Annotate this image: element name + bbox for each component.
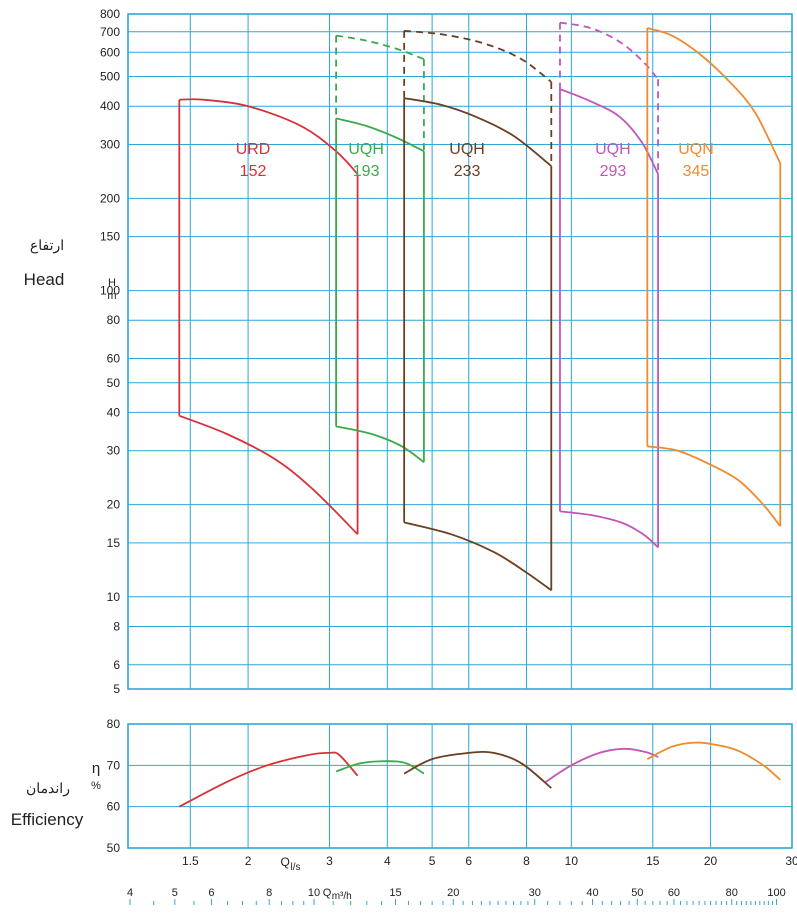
series-UQH293 [545,21,659,783]
series-label-name-UQN345: UQN [678,141,714,158]
head-curve-top-UQN345 [647,27,782,164]
series-label-number-UQN345: 345 [683,163,710,180]
x-tick-label-ls: 1.5 [182,854,199,868]
head-curve-top-UQH193 [335,117,425,153]
head-curve-bottom-UQH233 [403,521,552,592]
x-axis-unit-m3h: m³/h [332,891,352,902]
x-tick-label-ls: 8 [523,854,530,868]
x-tick-label-ls: 30 [785,854,797,868]
efficiency-curve-UQH233 [403,750,552,789]
x-tick-label-ls: 5 [429,854,436,868]
x-tick-label-m3h: 80 [726,887,738,899]
head-tick-label: 80 [107,313,121,327]
head-curve-dashed-UQH233 [404,29,552,83]
eff-tick-label: 70 [107,758,121,772]
head-curve-top-UQH293 [559,88,659,175]
head-tick-label: 5 [113,682,120,696]
x-tick-label-ls: 4 [384,854,391,868]
x-tick-label-ls: 2 [245,854,252,868]
eff-unit-percent: % [91,780,101,792]
x-tick-label-m3h: 10 [308,887,320,899]
head-tick-label: 200 [100,191,120,205]
head-label-en: Head [23,270,65,289]
head-tick-label: 30 [107,444,121,458]
head-tick-label: 300 [100,137,120,151]
head-unit-m: m [107,290,116,302]
head-curve-bottom-UQH193 [335,425,425,464]
head-curve-bottom-UQN345 [647,445,782,527]
series-UQH193 [335,34,425,775]
x-tick-label-m3h: 5 [172,887,178,899]
x-tick-label-m3h: 15 [389,887,401,899]
head-curve-dashed-UQH293 [559,21,659,80]
head-tick-label: 150 [100,230,120,244]
efficiency-label-fa: راندمان [26,780,70,796]
series-label-name-UQH193: UQH [348,141,384,158]
x-tick-label-m3h: 30 [529,887,541,899]
x-tick-label-m3h: 20 [447,887,459,899]
head-tick-label: 10 [107,590,121,604]
series-label-number-UQH193: 193 [353,163,380,180]
series-URD152 [178,98,359,808]
eff-tick-label: 80 [107,717,121,731]
eff-plot-frame [127,723,793,849]
head-tick-label: 100 [100,284,120,298]
x-tick-label-m3h: 4 [127,887,133,899]
series-label-name-UQH233: UQH [449,141,485,158]
efficiency-curve-UQH293 [545,747,659,783]
head-curve-top-URD152 [179,98,359,175]
x-tick-label-m3h: 60 [668,887,680,899]
series-label-number-UQH293: 293 [600,163,627,180]
x-axis-unit-ls: l/s [290,862,300,873]
series-UQN345 [646,27,782,781]
head-tick-label: 6 [113,658,120,672]
head-tick-label: 700 [100,25,120,39]
head-curve-bottom-URD152 [178,414,359,535]
efficiency-curve-UQN345 [646,741,781,781]
head-plot-frame [127,13,793,690]
head-tick-label: 600 [100,45,120,59]
x-tick-label-m3h: 50 [631,887,643,899]
x-tick-label-m3h: 40 [586,887,598,899]
head-curve-dashed-UQH193 [335,34,425,60]
series-label-name-UQH293: UQH [595,141,631,158]
head-tick-label: 400 [100,99,120,113]
x-tick-label-m3h: 100 [767,887,785,899]
head-tick-label: 50 [107,376,121,390]
series-UQH233 [403,29,553,789]
series-label-number-UQH233: 233 [454,163,481,180]
head-tick-label: 60 [107,352,121,366]
x-tick-label-m3h: 8 [266,887,272,899]
series-label-number-URD152: 152 [240,163,267,180]
head-tick-label: 8 [113,619,120,633]
x-tick-label-ls: 10 [565,854,579,868]
eff-unit-eta: η [92,760,100,777]
series-label-name-URD152: URD [236,141,271,158]
head-curve-bottom-UQH293 [559,510,659,549]
x-tick-label-ls: 6 [465,854,472,868]
efficiency-curve-URD152 [178,751,359,808]
x-tick-label-ls: 3 [326,854,333,868]
efficiency-label-en: Efficiency [10,810,84,829]
head-unit-h: H [108,277,116,289]
efficiency-curve-UQH193 [335,760,425,775]
head-tick-label: 500 [100,70,120,84]
head-curve-top-UQH233 [403,97,552,167]
x-tick-label-m3h: 6 [208,887,214,899]
eff-tick-label: 50 [107,841,121,855]
head-label-fa: ارتفاع [29,237,65,253]
head-tick-label: 800 [100,7,120,21]
head-tick-label: 20 [107,498,121,512]
x-tick-label-ls: 20 [704,854,718,868]
head-tick-label: 40 [107,405,121,419]
x-axis-label-m3h: Q [323,887,332,899]
eff-tick-label: 60 [107,800,121,814]
head-tick-label: 15 [107,536,121,550]
x-tick-label-ls: 15 [646,854,660,868]
x-axis-label-ls: Q [280,855,289,869]
